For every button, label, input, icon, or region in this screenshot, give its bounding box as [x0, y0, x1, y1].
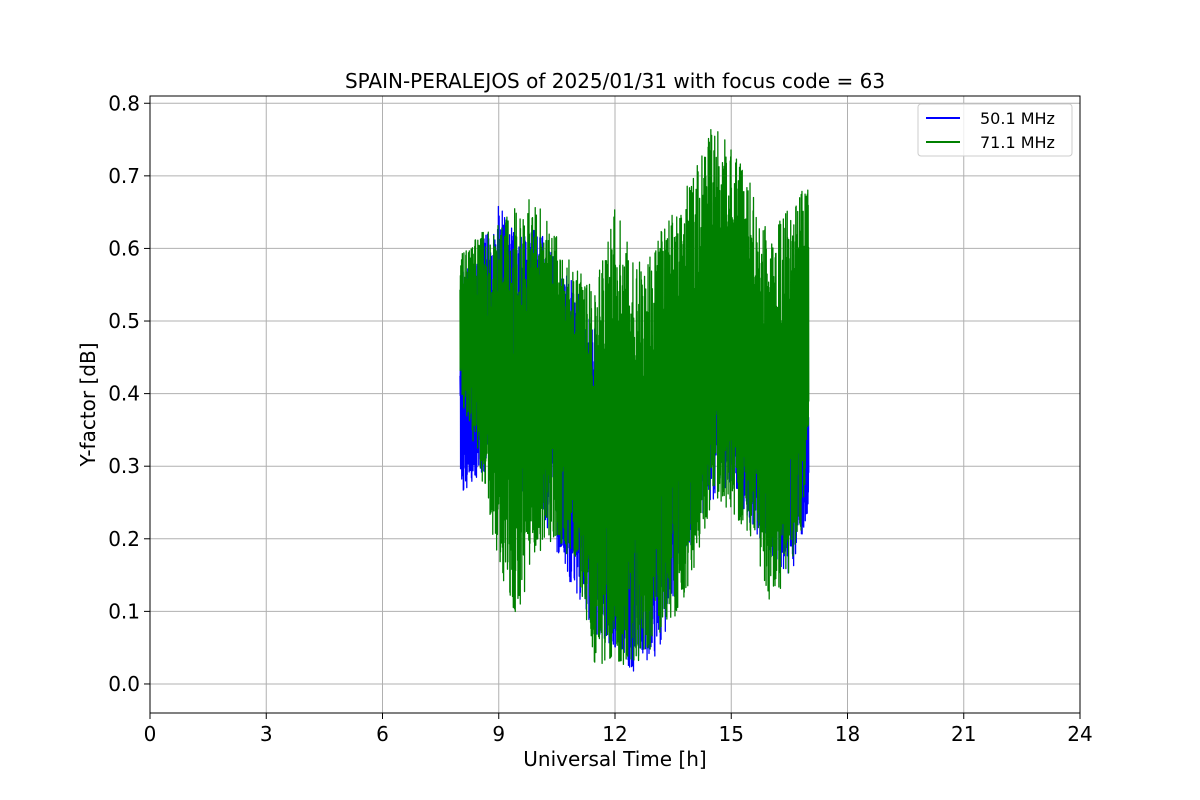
x-tick-label: 9 [492, 722, 505, 746]
series-lines [459, 128, 810, 672]
y-tick-label: 0.7 [108, 164, 140, 188]
x-tick-label: 12 [602, 722, 627, 746]
legend: 50.1 MHz 71.1 MHz [917, 103, 1073, 157]
y-tick-label: 0.6 [108, 236, 140, 260]
x-tick-label: 0 [144, 722, 157, 746]
axis-ticks: 0 3 6 9 12 15 18 21 24 0.0 0.1 0.2 0.3 0.4 0.5 0.6 0.7 0.… [108, 91, 1093, 746]
y-tick-label: 0.1 [108, 599, 140, 623]
legend-label-50mhz: 50.1 MHz [980, 109, 1055, 128]
chart-title: SPAIN-PERALEJOS of 2025/01/31 with focus… [345, 69, 885, 93]
x-tick-label: 6 [376, 722, 389, 746]
y-tick-label: 0.2 [108, 527, 140, 551]
x-tick-label: 24 [1067, 722, 1092, 746]
y-tick-label: 0.8 [108, 91, 140, 115]
y-tick-label: 0.3 [108, 454, 140, 478]
x-tick-label: 21 [951, 722, 976, 746]
y-tick-label: 0.4 [108, 382, 140, 406]
x-tick-label: 3 [260, 722, 273, 746]
y-tick-label: 0.0 [108, 672, 140, 696]
y-axis-label: Y-factor [dB] [76, 342, 100, 467]
y-tick-label: 0.5 [108, 309, 140, 333]
series-line-71mhz [459, 128, 810, 666]
legend-label-71mhz: 71.1 MHz [980, 133, 1055, 152]
x-tick-label: 15 [719, 722, 744, 746]
x-axis-label: Universal Time [h] [523, 747, 706, 771]
x-tick-label: 18 [835, 722, 860, 746]
